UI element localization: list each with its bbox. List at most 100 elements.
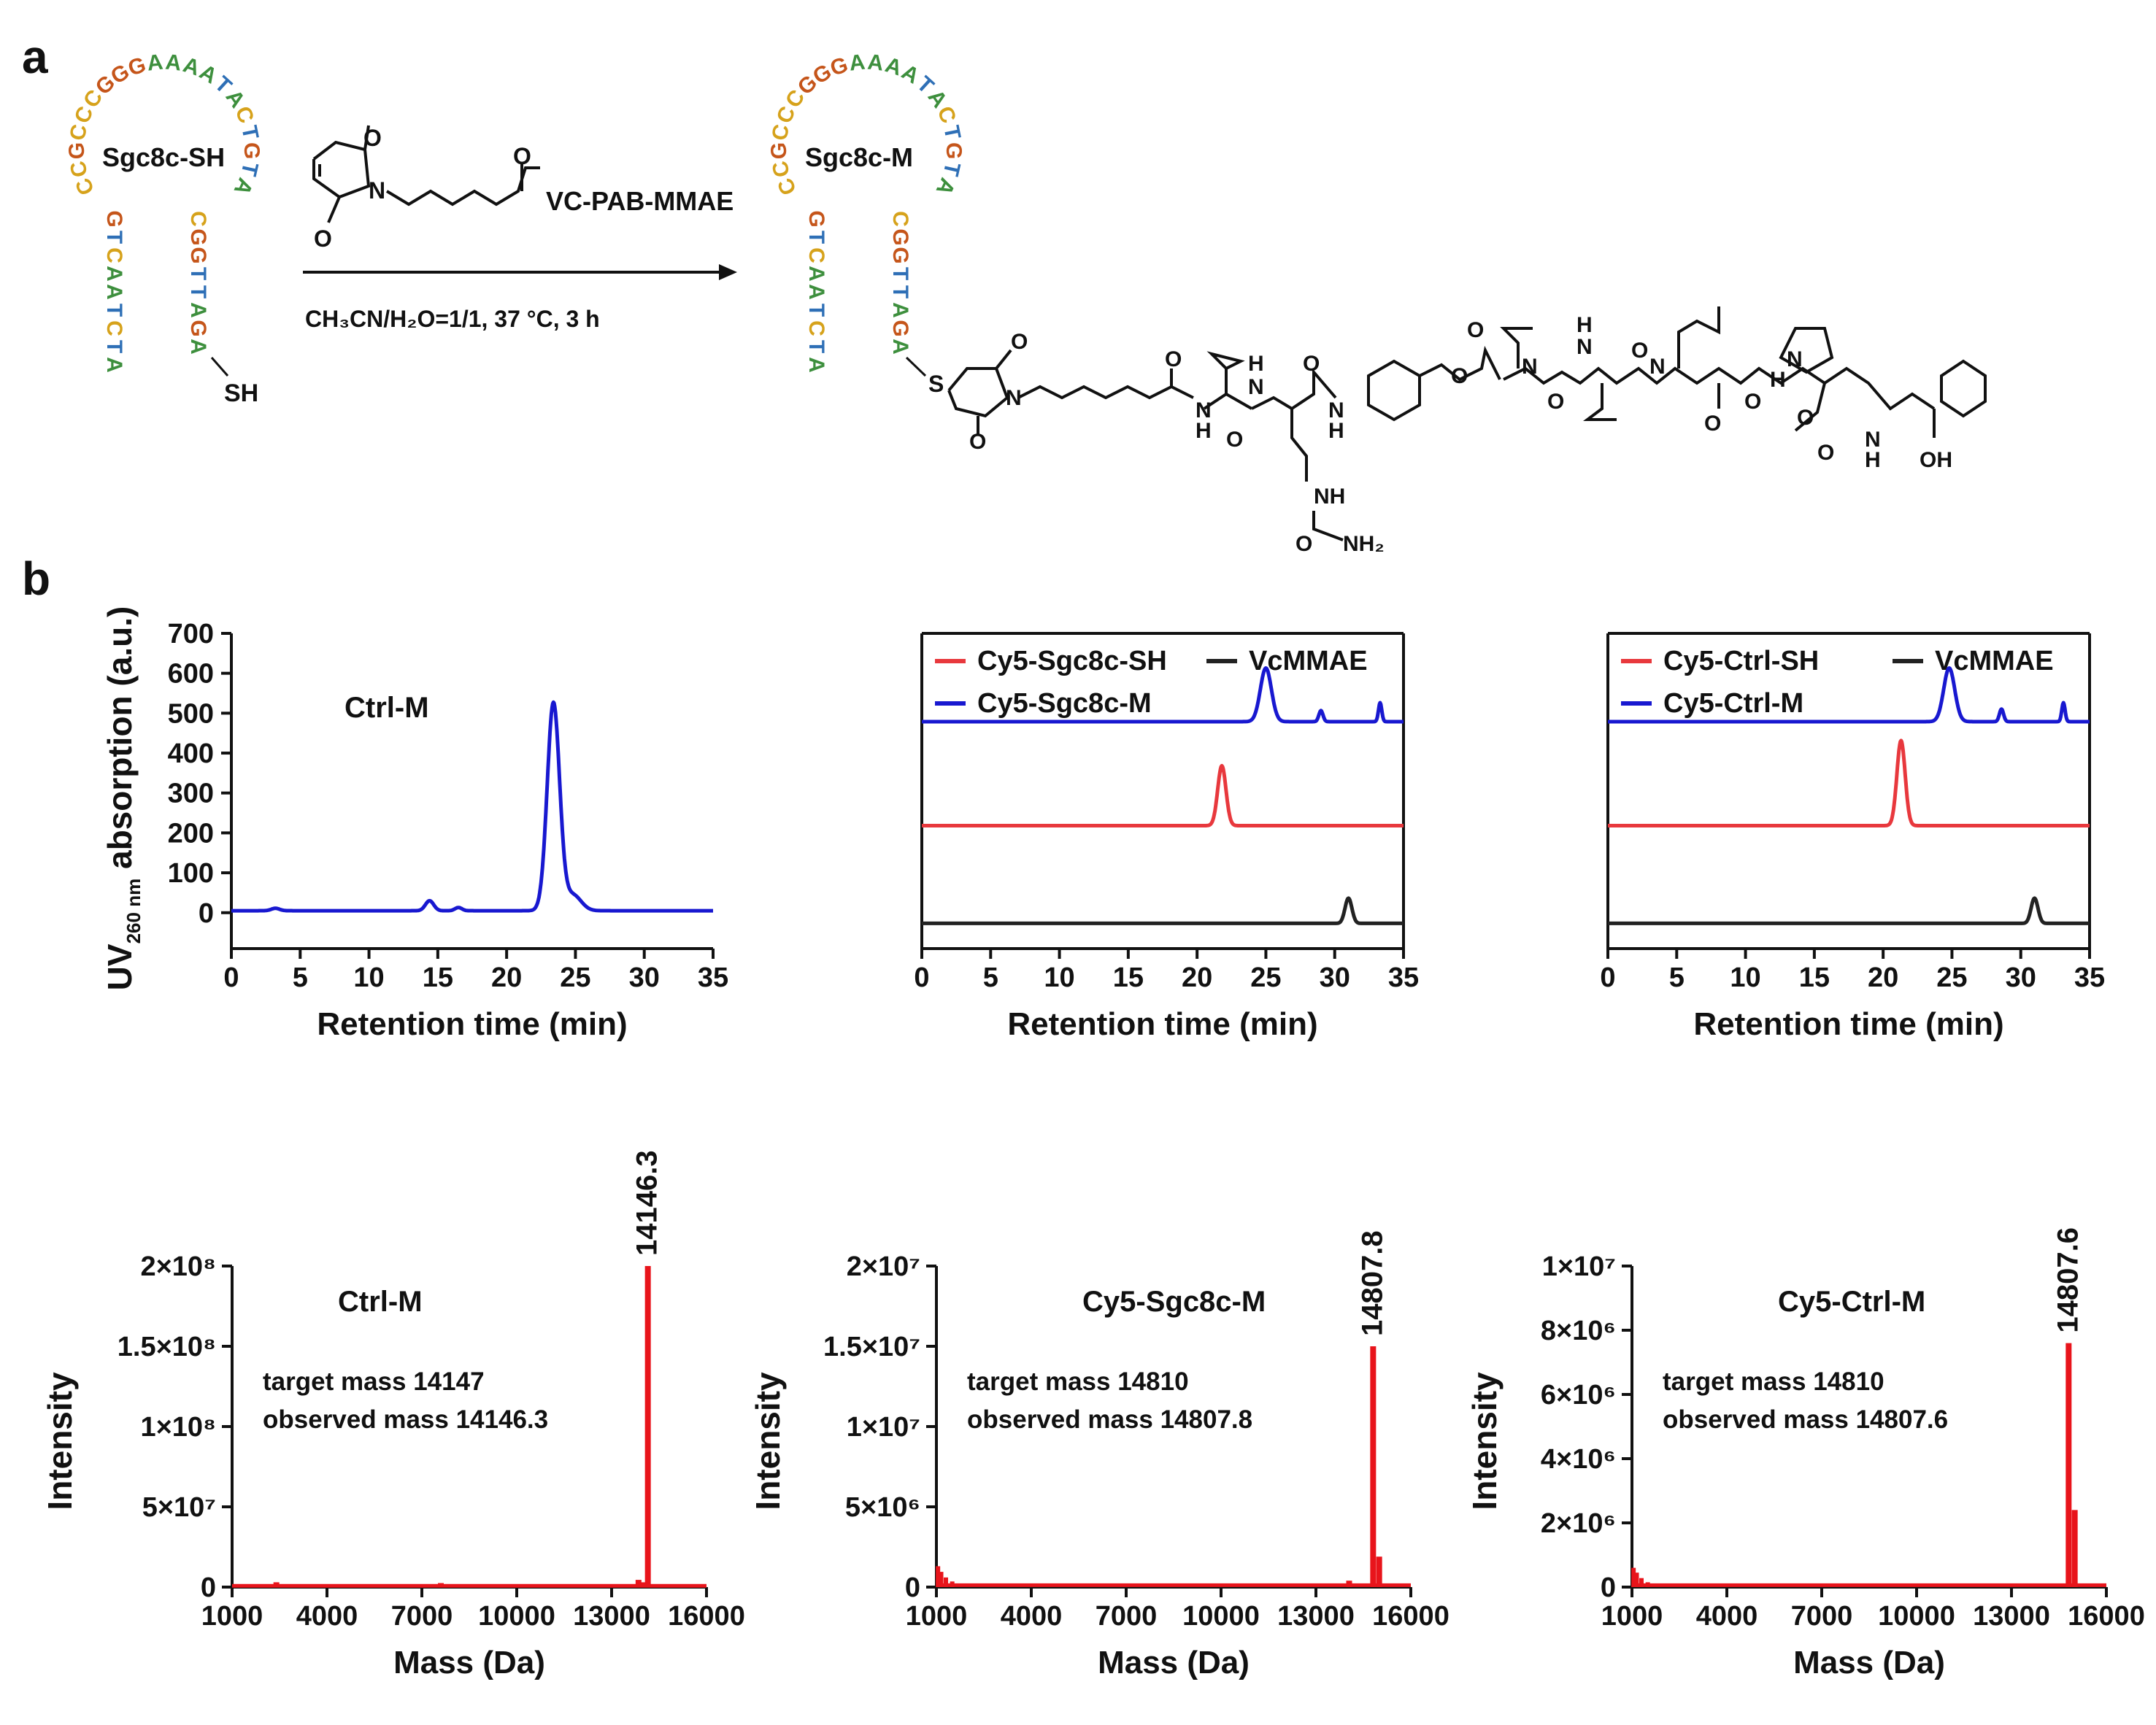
observed-mass-text: observed mass 14807.8 <box>967 1405 1252 1434</box>
atom-label: H <box>1248 352 1264 376</box>
valine-side-3 <box>1500 327 1533 368</box>
x-tick-label: 5 <box>1669 962 1685 993</box>
succinimide-ring <box>947 367 1009 418</box>
conjugate-atom-labels: O N O O N H O H N O N H NH O NH₂ O O N O… <box>969 313 1952 556</box>
nucleotide: G <box>804 210 828 227</box>
nucleotide: G <box>65 142 89 160</box>
chain-carbonyl-o: O <box>513 143 531 169</box>
y-tick-label: 0 <box>1601 1572 1616 1603</box>
nucleotide: T <box>186 285 210 298</box>
maleimide-o-bottom: O <box>314 225 332 252</box>
x-tick-label: 10000 <box>1182 1601 1260 1632</box>
y-tick-label: 2×10⁸ <box>140 1251 216 1282</box>
panel-label-a: a <box>22 31 48 83</box>
series-line-Cy5-Ctrl-M <box>1606 666 2091 724</box>
reagent-payload-label: VC-PAB-MMAE <box>546 186 734 216</box>
x-tick-label: 13000 <box>573 1601 650 1632</box>
y-tick-label: 2×10⁷ <box>847 1251 920 1282</box>
atom-label: NH₂ <box>1343 532 1385 556</box>
nucleotide: T <box>939 123 965 141</box>
atom-label: OH <box>1920 448 1952 472</box>
y-axis-label: Intensity <box>749 1372 787 1510</box>
x-tick-label: 35 <box>2074 962 2105 993</box>
legend-label: VcMMAE <box>1935 646 2054 676</box>
x-axis-label: Retention time (min) <box>317 1006 627 1042</box>
y-tick-label: 100 <box>168 858 214 889</box>
chart-annotation: Ctrl-M <box>344 692 429 724</box>
x-tick-label: 20 <box>491 962 522 993</box>
ms-chart-ms-ctrl-m: 1000 4000 7000 10000 13000 16000 Mass (Da) 0 5×1… <box>41 1150 745 1680</box>
reactant-label: Sgc8c-SH <box>102 142 225 172</box>
series-line-Cy5-Sgc8c-SH <box>920 763 1405 827</box>
nucleotide: G <box>186 320 210 336</box>
valine-link <box>1225 393 1252 410</box>
x-axis-label: Mass (Da) <box>393 1645 545 1680</box>
atom-label: N <box>1248 375 1264 399</box>
ms-chart-ms-cy5-ctrl-m: 1000 4000 7000 10000 13000 16000 Mass (Da) 0 2×1… <box>1466 1227 2145 1680</box>
maleimide-co-bottom <box>327 196 341 223</box>
x-tick-label: 13000 <box>1277 1601 1355 1632</box>
y-axis-label: Intensity <box>1466 1372 1504 1510</box>
pyrrolidine-ring <box>1779 327 1834 374</box>
mmae-backbone <box>1503 366 1936 411</box>
nucleotide: T <box>804 231 828 244</box>
x-tick-label: 5 <box>983 962 998 993</box>
y-axis-label: UV260 nm absorption (a.u.) <box>101 606 145 991</box>
series-line-Ctrl-M <box>230 700 715 913</box>
x-tick-label: 0 <box>914 962 929 993</box>
nucleotide: A <box>186 339 210 355</box>
legend-label: Cy5-Ctrl-M <box>1663 688 1803 719</box>
maleimide-co-top <box>363 125 370 150</box>
maleimide-reagent <box>312 125 540 223</box>
nucleotide: T <box>236 123 263 141</box>
atom-label: N <box>1787 347 1803 371</box>
x-tick-label: 20 <box>1182 962 1212 993</box>
chart-annotation: Cy5-Sgc8c-M <box>1082 1286 1266 1318</box>
x-tick-label: 30 <box>1320 962 1350 993</box>
nucleotide: A <box>146 50 164 76</box>
methoxy-dolaproine <box>1794 382 1826 432</box>
x-tick-label: 10000 <box>1878 1601 1955 1632</box>
y-tick-label: 5×10⁷ <box>142 1492 216 1523</box>
atom-label: NH <box>1314 485 1345 509</box>
nucleotide: T <box>102 340 126 353</box>
nucleotide: A <box>164 50 182 76</box>
nucleotide: A <box>804 357 828 373</box>
series-line-Cy5-Sgc8c-M <box>920 666 1405 724</box>
y-tick-label: 500 <box>168 698 214 729</box>
x-tick-label: 15 <box>1799 962 1830 993</box>
series-line-VcMMAE <box>1606 896 2091 925</box>
nucleotide: G <box>888 228 912 245</box>
x-tick-label: 4000 <box>1001 1601 1063 1632</box>
chart-annotation: Cy5-Ctrl-M <box>1778 1286 1925 1318</box>
atom-label: H <box>1328 419 1344 443</box>
x-tick-label: 25 <box>1936 962 1967 993</box>
nucleotide: A <box>186 302 210 318</box>
reaction-arrow-head <box>719 264 737 280</box>
thiol-label: SH <box>224 379 258 407</box>
succinimide-co-top <box>995 349 1012 370</box>
x-tick-label: 16000 <box>668 1601 745 1632</box>
atom-label: O <box>1303 352 1320 376</box>
nucleotide: A <box>804 266 828 282</box>
x-tick-label: 30 <box>2006 962 2036 993</box>
series-line-Cy5-Ctrl-SH <box>1606 738 2091 827</box>
x-tick-label: 7000 <box>1096 1601 1158 1632</box>
y-tick-label: 1×10⁸ <box>140 1412 216 1443</box>
reaction-conditions: CH₃CN/H₂O=1/1, 37 °C, 3 h <box>305 306 600 332</box>
x-tick-label: 10 <box>1730 962 1760 993</box>
product-label: Sgc8c-M <box>805 142 913 172</box>
atom-label: N <box>1649 355 1666 379</box>
x-axis-label: Mass (Da) <box>1098 1645 1250 1680</box>
nucleotide: G <box>888 247 912 263</box>
y-tick-label: 700 <box>168 619 214 649</box>
x-tick-label: 30 <box>629 962 660 993</box>
x-tick-label: 10000 <box>478 1601 555 1632</box>
nucleotide: G <box>888 320 912 336</box>
x-tick-label: 0 <box>1600 962 1615 993</box>
charts-layer: 0 5 10 15 20 25 30 35 Retention time (min) 0 100 20… <box>41 606 2145 1680</box>
legend-label: Cy5-Sgc8c-M <box>977 688 1152 719</box>
atom-label: N <box>1196 398 1212 422</box>
atom-label: O <box>1631 339 1648 363</box>
